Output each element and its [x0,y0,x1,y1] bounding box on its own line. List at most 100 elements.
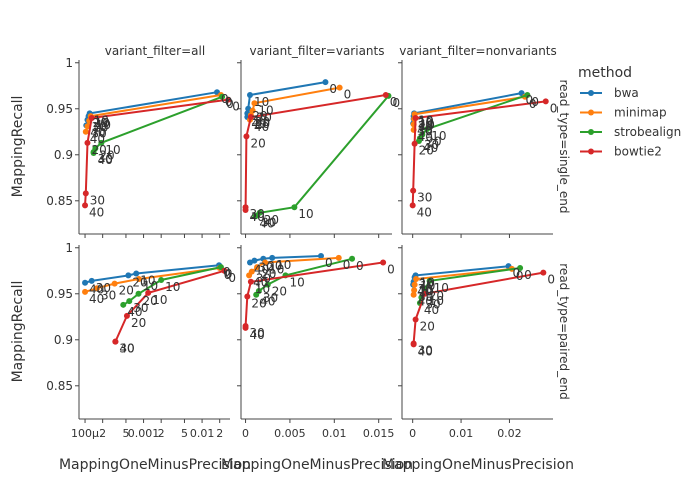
data-label: 20 [93,121,108,135]
y-tick-label: 0.9 [54,333,73,347]
data-label: 0 [526,93,534,107]
data-label: 10 [419,114,434,128]
data-point-bwa [322,79,329,86]
data-label: 40 [418,130,433,144]
data-label: 40 [127,305,142,319]
y-tick-label: 0.85 [46,194,73,208]
y-tick-label: 0.85 [46,379,73,393]
x-tick-label: 0.01 [449,427,474,440]
data-point-bwa [88,277,95,284]
data-point-strobealign [158,276,165,283]
data-label: 40 [417,123,432,137]
y-axis-title: MappingRecall [10,281,26,383]
data-label: 30 [417,191,432,205]
data-point-bowtie2 [225,96,232,103]
data-point-minimap [410,291,417,298]
data-label: 30 [424,138,439,152]
data-label: 0 [344,88,352,102]
x-tick-label: 2 [216,427,223,440]
data-point-strobealign [349,255,356,262]
data-label: 40 [89,292,104,306]
data-point-bowtie2 [382,91,389,98]
data-label: 0 [524,268,532,282]
column-facet-label: variant_filter=nonvariants [399,44,557,58]
x-tick-label: 2 [99,427,106,440]
data-label: 0 [329,82,337,96]
data-label: 0 [325,256,333,270]
data-point-strobealign [253,291,260,298]
data-label: 10 [429,294,444,308]
legend-entry-minimap: minimap [614,106,667,120]
data-point-bowtie2 [243,133,250,140]
data-point-bowtie2 [242,324,249,331]
data-label: 20 [261,267,276,281]
data-label: 40 [251,117,266,131]
data-label: 30 [98,152,113,166]
data-label: 30 [261,216,276,230]
data-label: 20 [418,116,433,130]
data-label: 30 [263,291,278,305]
x-axis-title: MappingOneMinusPrecision [221,457,413,473]
y-tick-label: 0.95 [46,102,73,116]
data-point-bowtie2 [242,206,249,213]
data-label: 0 [392,96,400,110]
data-point-bowtie2 [410,187,417,194]
data-label: 20 [419,277,434,291]
data-point-bwa [82,279,89,286]
data-point-strobealign [415,137,422,144]
data-point-strobealign [219,93,226,100]
data-point-strobealign [252,213,259,220]
data-point-strobealign [126,298,133,305]
data-label: 10 [95,116,110,130]
data-label: 10 [298,207,313,221]
data-point-minimap [251,100,258,107]
data-label: 20 [418,119,433,133]
legend-entry-strobealign: strobealign [614,125,681,139]
data-label: 30 [258,261,273,275]
data-label: 0 [223,265,231,279]
data-label: 20 [119,284,134,298]
series-line-bowtie2 [114,269,225,343]
data-point-bwa [246,259,253,266]
data-label: 0 [529,97,537,111]
x-tick-label: 0.015 [363,427,395,440]
data-label: 10 [420,279,435,293]
data-point-strobealign [421,286,428,293]
data-label: 10 [140,274,155,288]
data-label: 10 [255,117,270,131]
data-label: 40 [260,295,275,309]
data-label: 0 [356,259,364,273]
data-label: 20 [426,135,441,149]
data-label: 20 [420,320,435,334]
legend-swatch-marker [588,129,594,135]
data-label: 40 [90,132,105,146]
data-point-minimap [413,276,420,283]
x-tick-label: 0 [242,427,249,440]
data-point-bowtie2 [247,114,254,121]
data-label: 0 [225,95,233,109]
data-label: 40 [89,283,104,297]
data-point-strobealign [291,204,298,211]
data-label: 40 [259,216,274,230]
data-label: 10 [152,293,167,307]
data-label: 20 [99,148,114,162]
data-label: 20 [132,275,147,289]
data-label: 20 [419,144,434,158]
data-label: 10 [420,275,435,289]
data-label: 30 [250,326,265,340]
data-point-strobealign [524,91,531,98]
x-axis-title: MappingOneMinusPrecision [59,457,251,473]
data-label: 20 [91,143,106,157]
data-label: 30 [418,119,433,133]
legend-swatch-marker [588,109,594,116]
data-point-minimap [335,254,342,261]
data-point-strobealign [264,281,271,288]
data-label: 0 [225,267,233,281]
data-label: 30 [418,124,433,138]
data-label: 20 [419,285,434,299]
data-point-minimap [262,259,269,266]
data-label: 10 [254,95,269,109]
data-point-minimap [82,128,89,135]
data-label: 40 [90,125,105,139]
